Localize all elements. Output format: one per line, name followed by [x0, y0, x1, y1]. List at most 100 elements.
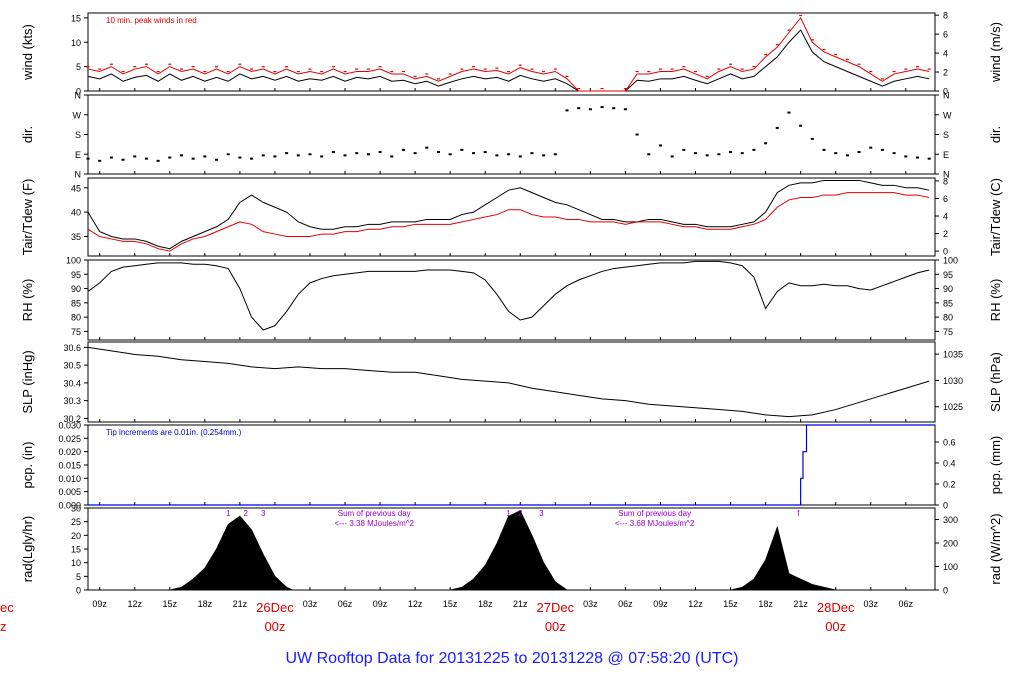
wind-peak-marker: [892, 70, 896, 73]
time-axis-label: 15z: [163, 599, 178, 609]
dir-series-wind-direction-deg--point: [588, 108, 592, 111]
temp-series-tair: [87, 179, 930, 250]
wind-peak-marker: [542, 70, 546, 73]
dir-series-wind-direction-deg--point: [343, 154, 347, 157]
time-axis-label: 06z: [618, 599, 633, 609]
dir-series-wind-direction-deg--point: [320, 155, 324, 158]
dir-series-wind-direction-deg--point: [436, 151, 440, 154]
wind-peak-marker: [425, 73, 429, 75]
slp-ylabel-right: SLP (hPa): [988, 352, 1003, 412]
wind-ylabel-right: wind (m/s): [988, 22, 1003, 83]
temp-tick-label-left: 40: [71, 208, 81, 218]
precip-tick-label-left: 0.005: [58, 487, 81, 497]
wind-peak-marker: [752, 66, 756, 68]
wind-series-wind-speed-kts-: [87, 29, 930, 92]
dir-series-wind-direction-deg--point: [518, 155, 522, 158]
wind-peak-marker: [308, 68, 312, 70]
date-label-fragment: ec: [0, 600, 14, 615]
dir-series-wind-direction-deg--point: [635, 133, 639, 136]
dir-series-wind-direction-deg--point: [869, 146, 873, 149]
wind-peak-marker: [729, 63, 733, 65]
dir-series-wind-direction-deg--point: [133, 155, 137, 158]
wind-panel-frame: [87, 12, 936, 92]
dir-series-wind-direction-deg--point: [682, 148, 686, 151]
wind-peak-marker: [168, 63, 172, 65]
time-axis-label: 21z: [513, 599, 528, 609]
wind-peak-marker: [203, 70, 207, 73]
wind-peak-marker: [238, 63, 242, 65]
precip-tick-label-right: 0.6: [943, 438, 956, 448]
time-axis-label: 21z: [233, 599, 248, 609]
rh-tick-label-right: 75: [943, 327, 953, 337]
dir-series-wind-direction-deg--point: [507, 153, 511, 156]
wind-peak-marker: [355, 68, 359, 70]
wind-peak-marker: [436, 78, 440, 80]
dir-tick-label-right: N: [943, 170, 950, 180]
slp-tick-label-right: 1025: [943, 402, 963, 412]
wind-tick-label-right: 8: [943, 11, 948, 21]
temp-tick-label-right: 4: [943, 211, 948, 221]
wind-peak-marker: [904, 68, 908, 70]
rh-series-rh: [87, 260, 930, 331]
time-axis-label: 15z: [723, 599, 738, 609]
temp-tick-label-right: 6: [943, 194, 948, 204]
dir-tick-label-right: N: [943, 91, 950, 101]
rad-tick-label-left: 15: [71, 545, 81, 555]
rh-tick-label-left: 85: [71, 298, 81, 308]
date-hour-label: 00z: [264, 619, 285, 634]
dir-tick-label-left: N: [75, 170, 82, 180]
dir-series-wind-direction-deg--point: [857, 151, 861, 154]
temp-tick-label-left: 35: [71, 232, 81, 242]
rad-ylabel-right: rad (W/m^2): [988, 513, 1003, 584]
temp-ylabel-left: Tair/Tdew (F): [20, 179, 35, 256]
page-title: UW Rooftop Data for 20131225 to 20131228…: [285, 650, 739, 667]
dir-series-wind-direction-deg--point: [472, 152, 476, 155]
dir-series-wind-direction-deg--point: [109, 156, 113, 159]
date-hour-label: 00z: [825, 619, 846, 634]
dir-series-wind-direction-deg--point: [460, 148, 464, 151]
dir-series-wind-direction-deg--point: [191, 157, 195, 160]
dir-series-wind-direction-deg--point: [729, 151, 733, 154]
wind-peak-marker: [472, 66, 476, 68]
time-axis-label: 03z: [303, 599, 318, 609]
dir-series-wind-direction-deg--point: [600, 106, 604, 109]
rad-tick-label-left: 30: [71, 504, 81, 514]
time-axis-label: 06z: [899, 599, 914, 609]
precip-annotation: Tip increments are 0.01in. (0.254mm.): [106, 428, 242, 437]
rh-tick-label-left: 80: [71, 313, 81, 323]
dir-tick-label-right: W: [943, 110, 952, 120]
dir-series-wind-direction-deg--point: [553, 153, 557, 156]
wind-peak-marker: [390, 70, 394, 73]
slp-tick-label-left: 30.5: [63, 361, 81, 371]
wind-tick-label-left: 10: [71, 38, 81, 48]
dir-series-wind-direction-deg--point: [250, 157, 254, 160]
wind-peak-marker: [109, 63, 113, 65]
dir-series-wind-direction-deg--point: [296, 154, 300, 157]
time-axis-label: 15z: [443, 599, 458, 609]
dir-ylabel-left: dir.: [20, 126, 35, 143]
rh-tick-label-left: 90: [71, 284, 81, 294]
wind-peak-marker: [121, 70, 125, 73]
dir-series-wind-direction-deg--point: [448, 153, 452, 156]
wind-peak-marker: [86, 66, 90, 68]
temp-ylabel-right: Tair/Tdew (C): [988, 178, 1003, 256]
rad-tick-label-left: 20: [71, 531, 81, 541]
dir-series-wind-direction-deg--point: [308, 153, 312, 156]
dir-series-wind-direction-deg--point: [904, 155, 908, 158]
dir-series-wind-direction-deg--point: [203, 155, 207, 158]
temp-tick-label-right: 0: [943, 247, 948, 257]
dir-tick-label-left: E: [75, 150, 81, 160]
dir-series-wind-direction-deg--point: [215, 158, 219, 161]
dir-series-wind-direction-deg--point: [366, 153, 370, 156]
wind-peak-marker: [694, 70, 698, 73]
dir-series-wind-direction-deg--point: [86, 157, 90, 160]
rad-tick-label-left: 25: [71, 517, 81, 527]
dir-series-wind-direction-deg--point: [694, 152, 698, 155]
date-label: 28Dec: [817, 600, 855, 615]
wind-peak-marker: [822, 49, 826, 51]
slp-panel-frame: [87, 341, 936, 423]
wind-peak-marker: [448, 73, 452, 75]
wind-peak-marker: [869, 70, 873, 73]
wind-peak-marker: [518, 64, 522, 66]
wind-peak-marker: [600, 88, 604, 90]
